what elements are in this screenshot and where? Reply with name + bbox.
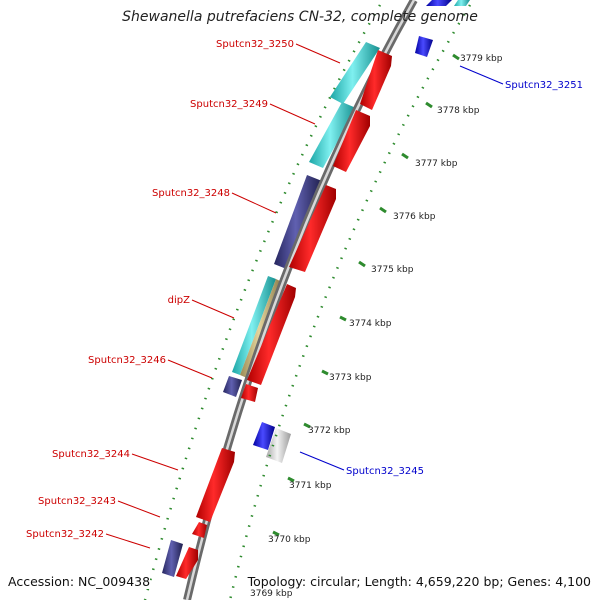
topology-text: Topology: circular; Length: 4,659,220 bp… (247, 574, 591, 589)
gene-label: Sputcn32_3250 (216, 39, 294, 50)
scale-label-3778: 3778 kbp (437, 106, 480, 116)
gene-label: Sputcn32_3249 (190, 99, 268, 110)
scale-labels: 3779 kbp 3778 kbp 3777 kbp 3776 kbp 3775… (250, 54, 503, 599)
scale-label-3769: 3769 kbp (250, 589, 293, 599)
accession-text: Accession: NC_009438 (8, 574, 151, 589)
scale-label-3774: 3774 kbp (349, 319, 392, 329)
scale-label-3779: 3779 kbp (460, 54, 503, 64)
feature-red-3 (289, 185, 336, 272)
gene-label: Sputcn32_3251 (505, 80, 583, 91)
feature-red-5 (241, 384, 258, 402)
scale-label-3770: 3770 kbp (268, 535, 311, 545)
gene-label: Sputcn32_3245 (346, 466, 424, 477)
scale-label-3777: 3777 kbp (415, 159, 458, 169)
scale-label-3771: 3771 kbp (289, 481, 332, 491)
map-title: Shewanella putrefaciens CN-32, complete … (122, 9, 478, 25)
feature-cyan-top (454, 0, 470, 6)
feature-red-8 (176, 547, 198, 579)
scale-label-3775: 3775 kbp (371, 265, 414, 275)
feature-cyan-3 (232, 276, 276, 375)
feature-blue-2 (253, 422, 275, 450)
feature-cyan-2 (309, 102, 356, 168)
feature-navy-1 (274, 175, 322, 270)
gene-label: dipZ (168, 295, 190, 306)
feature-red-1 (360, 50, 392, 110)
feature-red-7 (192, 522, 207, 538)
scale-label-3772: 3772 kbp (308, 426, 351, 436)
feature-blue-1 (415, 36, 433, 57)
gene-labels: Sputcn32_3250 Sputcn32_3249 Sputcn32_324… (26, 39, 583, 540)
feature-red-4 (247, 284, 296, 385)
feature-navy-2 (223, 376, 242, 397)
feature-cyan-1 (330, 42, 380, 104)
gene-label: Sputcn32_3242 (26, 529, 104, 540)
gene-label: Sputcn32_3243 (38, 496, 116, 507)
leader-lines (105, 43, 504, 549)
scale-label-3776: 3776 kbp (393, 212, 436, 222)
gene-label: Sputcn32_3244 (52, 449, 130, 460)
feature-gray-1 (266, 428, 291, 463)
major-ticks (272, 53, 460, 537)
feature-red-6 (196, 448, 235, 522)
outer-features (253, 0, 470, 463)
gene-label: Sputcn32_3246 (88, 355, 166, 366)
gene-label: Sputcn32_3248 (152, 188, 230, 199)
feature-blue-top (426, 0, 452, 6)
feature-navy-3 (162, 540, 183, 577)
scale-label-3773: 3773 kbp (329, 373, 372, 383)
feature-red-2 (333, 110, 370, 172)
plus-strand-features (176, 50, 392, 579)
